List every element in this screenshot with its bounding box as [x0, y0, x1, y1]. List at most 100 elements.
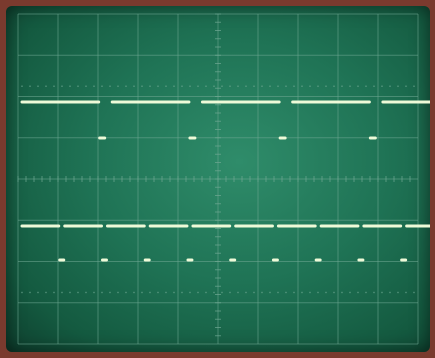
graticule-dot — [405, 291, 407, 294]
graticule-dot — [389, 85, 391, 87]
graticule-dot — [101, 291, 103, 294]
graticule-dot — [165, 291, 167, 294]
graticule-dot — [117, 291, 119, 294]
graticule-dot — [325, 85, 327, 87]
graticule-dot — [141, 85, 143, 87]
graticule-dot — [349, 291, 351, 294]
graticule-dot — [157, 85, 159, 87]
graticule-dot — [29, 291, 31, 294]
graticule-dot — [229, 85, 231, 87]
graticule-dot — [205, 291, 207, 294]
graticule-and-traces — [17, 13, 430, 345]
graticule-dot — [125, 85, 127, 87]
graticule-dot — [237, 291, 239, 294]
graticule-dot — [53, 291, 55, 294]
graticule-dot — [37, 85, 39, 87]
graticule-dot — [85, 291, 87, 294]
graticule-dot — [341, 291, 343, 294]
graticule-dot — [221, 85, 223, 87]
graticule-dot — [373, 85, 375, 87]
graticule-dot — [29, 85, 31, 87]
graticule-dot — [357, 291, 359, 294]
graticule-dot — [253, 291, 255, 294]
graticule-dot — [149, 291, 151, 294]
graticule-dot — [21, 85, 23, 87]
graticule-dot — [245, 85, 247, 87]
graticule-dot — [69, 85, 71, 87]
graticule-dot — [157, 291, 159, 294]
graticule-dot — [205, 85, 207, 87]
graticule-dot — [45, 85, 47, 87]
graticule-dot — [173, 85, 175, 87]
graticule-dot — [213, 291, 215, 294]
graticule-dot — [221, 291, 223, 294]
trace-channel-1 — [20, 100, 430, 140]
graticule-dot — [277, 291, 279, 294]
graticule-dot — [405, 85, 407, 87]
graticule-dot — [197, 291, 199, 294]
graticule-dot — [133, 291, 135, 294]
graticule-dot — [181, 85, 183, 87]
graticule-dot — [413, 291, 415, 294]
graticule-dot — [229, 291, 231, 294]
graticule-dot — [349, 85, 351, 87]
graticule-dot — [325, 291, 327, 294]
graticule-dot — [93, 291, 95, 294]
graticule-dot — [85, 85, 87, 87]
graticule-dot — [245, 291, 247, 294]
graticule-dot — [381, 291, 383, 294]
graticule-dot — [373, 291, 375, 294]
graticule-dot — [397, 291, 399, 294]
graticule-dot — [21, 291, 23, 294]
graticule-dot — [77, 291, 79, 294]
graticule-dot — [293, 85, 295, 87]
graticule-dot — [189, 85, 191, 87]
graticule-dot — [109, 291, 111, 294]
graticule-dot — [213, 85, 215, 87]
graticule-dot — [109, 85, 111, 87]
graticule-dot — [309, 291, 311, 294]
graticule-dot — [317, 291, 319, 294]
graticule-dot — [285, 291, 287, 294]
graticule-dot — [61, 85, 63, 87]
graticule-dot — [93, 85, 95, 87]
graticule-dot — [261, 291, 263, 294]
graticule-dot — [389, 291, 391, 294]
graticule-dot — [165, 85, 167, 87]
graticule-dot — [37, 291, 39, 294]
graticule-grid — [17, 13, 419, 345]
graticule-dot — [397, 85, 399, 87]
graticule-dot — [53, 85, 55, 87]
graticule-dot — [277, 85, 279, 87]
graticule-dot — [141, 291, 143, 294]
graticule-dot — [293, 291, 295, 294]
graticule-dot — [253, 85, 255, 87]
graticule-dot — [117, 85, 119, 87]
graticule-dot — [45, 291, 47, 294]
graticule-dot — [101, 85, 103, 87]
graticule-dot — [333, 85, 335, 87]
graticule-dot — [133, 85, 135, 87]
graticule-dot — [357, 85, 359, 87]
graticule-dot — [61, 291, 63, 294]
graticule-dot — [365, 85, 367, 87]
graticule-dot — [365, 291, 367, 294]
graticule-dot — [77, 85, 79, 87]
graticule-dot — [285, 85, 287, 87]
graticule-dot — [237, 85, 239, 87]
graticule-dot — [381, 85, 383, 87]
graticule-dot — [341, 85, 343, 87]
graticule-dot — [317, 85, 319, 87]
graticule-dot — [301, 291, 303, 294]
graticule-dot — [181, 291, 183, 294]
graticule-dot — [269, 85, 271, 87]
graticule-dot — [173, 291, 175, 294]
graticule-dot — [413, 85, 415, 87]
graticule-dot — [69, 291, 71, 294]
graticule-dot — [189, 291, 191, 294]
graticule-dot — [197, 85, 199, 87]
graticule-dot — [333, 291, 335, 294]
graticule-dot — [261, 85, 263, 87]
graticule-dot — [309, 85, 311, 87]
